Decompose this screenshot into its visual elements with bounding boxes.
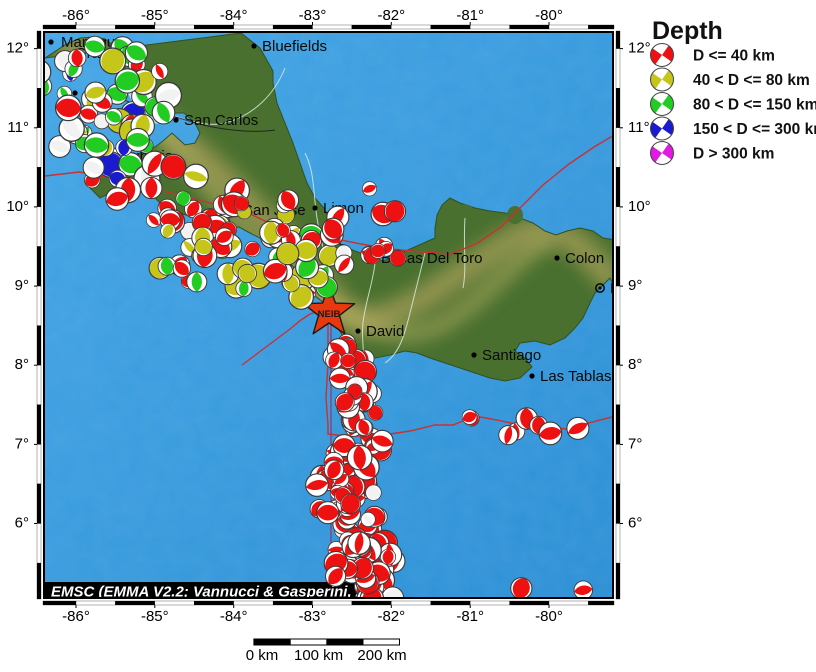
svg-text:200 km: 200 km: [357, 647, 406, 664]
svg-text:-80°: -80°: [535, 7, 563, 24]
svg-text:40 < D <= 80 km: 40 < D <= 80 km: [693, 72, 810, 89]
svg-text:11°: 11°: [628, 119, 650, 136]
svg-text:80 < D <= 150 km: 80 < D <= 150 km: [693, 97, 816, 114]
svg-text:9°: 9°: [628, 277, 642, 294]
svg-text:NEIB: NEIB: [318, 309, 341, 320]
svg-text:8°: 8°: [628, 356, 642, 373]
svg-text:12°: 12°: [628, 40, 651, 57]
svg-text:-83°: -83°: [299, 7, 327, 24]
svg-text:-83°: -83°: [299, 608, 327, 625]
svg-text:David: David: [366, 323, 404, 340]
svg-text:Panama: Panama: [610, 280, 614, 297]
svg-text:-82°: -82°: [377, 608, 405, 625]
svg-text:7°: 7°: [15, 435, 29, 452]
svg-text:0 km: 0 km: [246, 647, 279, 664]
svg-text:San Carlos: San Carlos: [184, 112, 258, 129]
svg-text:-84°: -84°: [220, 7, 248, 24]
svg-text:-85°: -85°: [141, 7, 169, 24]
svg-text:-84°: -84°: [220, 608, 248, 625]
svg-text:-80°: -80°: [535, 608, 563, 625]
svg-text:7°: 7°: [628, 435, 642, 452]
svg-text:6°: 6°: [628, 515, 642, 532]
svg-text:D <= 40 km: D <= 40 km: [693, 48, 775, 65]
svg-text:10°: 10°: [628, 198, 651, 215]
svg-text:-85°: -85°: [141, 608, 169, 625]
svg-text:-86°: -86°: [62, 608, 90, 625]
svg-text:-82°: -82°: [377, 7, 405, 24]
svg-text:EMSC (EMMA V2.2; Vannucci & Ga: EMSC (EMMA V2.2; Vannucci & Gasperini, 2…: [51, 584, 394, 600]
svg-text:9°: 9°: [15, 277, 29, 294]
svg-text:8°: 8°: [15, 356, 29, 373]
svg-text:11°: 11°: [7, 119, 29, 136]
svg-text:Colon: Colon: [565, 250, 604, 267]
svg-text:Las Tablas: Las Tablas: [540, 368, 611, 385]
svg-text:D > 300 km: D > 300 km: [693, 146, 774, 163]
svg-text:-81°: -81°: [456, 7, 484, 24]
svg-text:Bluefields: Bluefields: [262, 38, 327, 55]
svg-text:6°: 6°: [15, 515, 29, 532]
svg-text:10°: 10°: [6, 198, 29, 215]
svg-text:150 < D <= 300 km: 150 < D <= 300 km: [693, 121, 816, 138]
svg-text:Depth: Depth: [652, 17, 723, 45]
svg-text:-86°: -86°: [62, 7, 90, 24]
svg-text:12°: 12°: [6, 40, 29, 57]
svg-text:100 km: 100 km: [294, 647, 343, 664]
svg-text:Santiago: Santiago: [482, 347, 541, 364]
svg-text:-81°: -81°: [456, 608, 484, 625]
